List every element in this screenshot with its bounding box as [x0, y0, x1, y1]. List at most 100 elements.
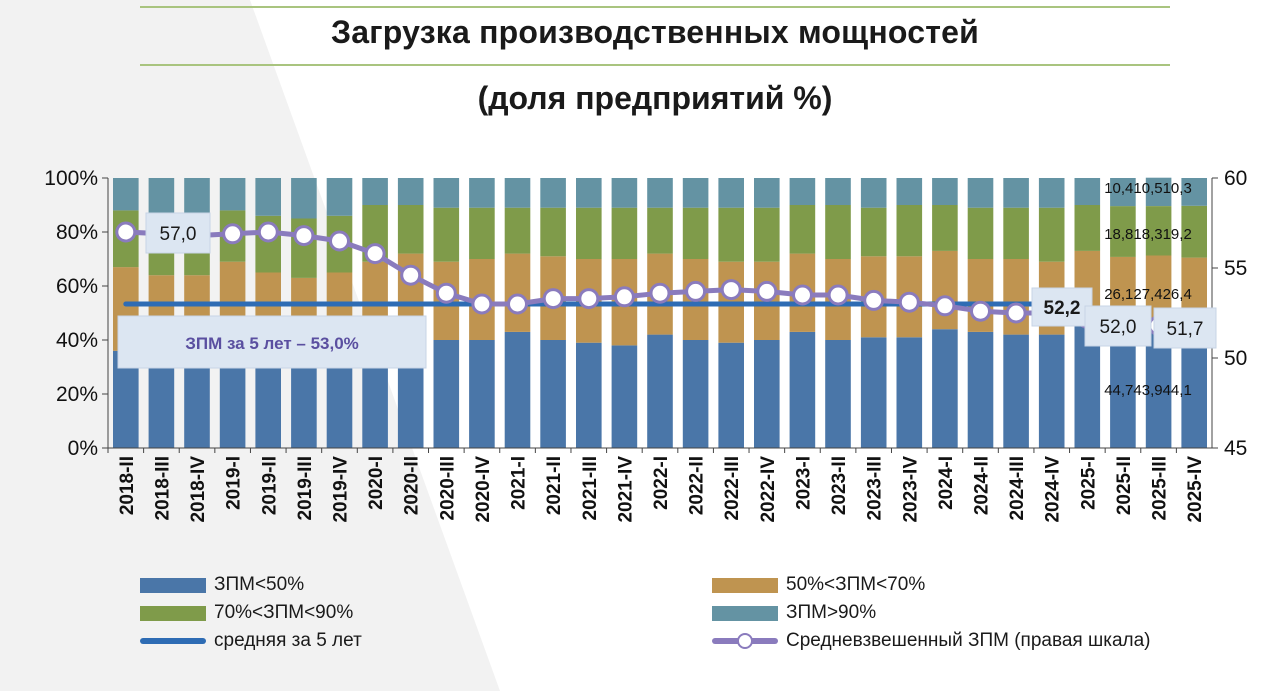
x-tick-label: 2018-II — [117, 456, 138, 515]
y-left-tick-label: 80% — [56, 221, 98, 244]
bar-segment — [576, 178, 602, 208]
value-label-row: 18,818,319,2 — [1104, 226, 1192, 243]
title-area: Загрузка производственных мощностей (дол… — [140, 0, 1170, 140]
bar-segment — [469, 340, 495, 448]
x-tick-label: 2021-IV — [615, 456, 636, 523]
bar-segment — [718, 178, 744, 208]
weighted-point — [970, 300, 991, 322]
bar-segment — [932, 205, 958, 251]
bar-segment — [932, 178, 958, 205]
bar-segment — [896, 178, 923, 205]
x-tick-label: 2021-I — [509, 456, 530, 510]
bar-segment — [219, 178, 246, 211]
y-left-tick-label: 60% — [56, 275, 98, 298]
x-tick-label: 2020-II — [402, 456, 423, 515]
x-tick-label: 2019-IV — [330, 456, 351, 523]
bar-segment — [754, 340, 780, 448]
bar-segment — [1038, 207, 1065, 262]
y-left-tick-label: 20% — [56, 383, 98, 406]
x-tick-label: 2022-III — [722, 456, 743, 520]
weighted-point — [863, 289, 885, 311]
bar-segment — [932, 329, 958, 448]
bar-segment — [1074, 205, 1101, 251]
weighted-point — [649, 282, 671, 304]
bar-segment — [932, 250, 958, 330]
bar-segment — [255, 178, 281, 216]
bar-segment — [1074, 326, 1101, 448]
x-tick-label: 2025-II — [1114, 456, 1135, 515]
bar-segment — [504, 331, 531, 448]
weighted-point — [934, 295, 956, 317]
bar-segment — [397, 205, 424, 254]
bar-segment — [469, 207, 495, 259]
weighted-point — [115, 221, 137, 243]
point-label: 52,0 — [1100, 317, 1137, 338]
point-label-box — [1153, 307, 1217, 349]
bar-segment — [148, 178, 175, 216]
legend-label-low: ЗПМ<50% — [214, 574, 305, 595]
bar-segment — [825, 178, 851, 205]
bar-segment — [1038, 178, 1065, 208]
value-label-row: 10,410,510,3 — [1104, 180, 1192, 197]
legend-label-weighted: Средневзвешенный ЗПМ (правая шкала) — [786, 630, 1151, 651]
x-tick-label: 2024-III — [1007, 456, 1028, 520]
point-label: 51,7 — [1167, 319, 1204, 340]
y-left-tick-label: 40% — [56, 329, 98, 352]
x-tick-label: 2023-II — [829, 456, 850, 515]
bar-segment — [291, 356, 317, 448]
y-right-tick-label: 60 — [1224, 167, 1247, 190]
bar-segment — [967, 178, 994, 208]
bar-segment — [860, 178, 887, 208]
x-tick-label: 2024-II — [972, 456, 993, 515]
bar-segment — [540, 178, 566, 208]
x-tick-label: 2024-I — [936, 456, 957, 510]
bar-segment — [1110, 327, 1136, 448]
weighted-point — [720, 279, 742, 301]
point-label: 57,0 — [160, 224, 197, 245]
bar-segment — [326, 353, 353, 448]
bar-segment — [1003, 334, 1029, 448]
bar-segment — [967, 207, 994, 259]
chart-title: Загрузка производственных мощностей — [331, 14, 979, 50]
bar-segment — [1038, 334, 1065, 448]
bar-segment — [469, 178, 495, 208]
bar-segment — [540, 207, 566, 257]
legend-item-full: ЗПМ>90% — [712, 602, 876, 624]
weighted-point — [257, 221, 279, 243]
average-annotation-label: ЗПМ за 5 лет – 53,0% — [185, 334, 359, 353]
weighted-point — [364, 243, 386, 265]
legend-line-average — [140, 638, 206, 644]
legend-item-average: средняя за 5 лет — [140, 630, 362, 652]
bar-segment — [967, 331, 994, 448]
bar-segment — [1003, 178, 1029, 208]
bar-segment — [682, 207, 709, 259]
average-annotation-box — [117, 315, 427, 369]
bar-segment — [362, 178, 388, 205]
bar-segment — [433, 207, 460, 262]
x-tick-label: 2019-II — [259, 456, 280, 515]
bar-segment — [113, 178, 139, 211]
value-label-row: 26,127,426,4 — [1104, 286, 1192, 303]
bar-segment — [1145, 329, 1172, 448]
y-left-tick-label: 100% — [44, 167, 98, 190]
bar-segment — [504, 207, 531, 254]
bar-segment — [611, 178, 638, 208]
bar-segment — [326, 178, 353, 216]
weighted-point — [542, 288, 564, 310]
legend-label-average: средняя за 5 лет — [214, 630, 362, 651]
x-tick-label: 2025-IV — [1185, 456, 1206, 523]
y-right-tick-label: 55 — [1224, 257, 1247, 280]
x-tick-label: 2018-III — [152, 456, 173, 520]
bar-segment — [504, 253, 531, 332]
bar-segment — [611, 207, 638, 259]
bar-segment — [789, 178, 816, 205]
legend-swatch-full — [712, 605, 778, 621]
bar-segment — [647, 207, 673, 254]
legend-item-low: ЗПМ<50% — [140, 574, 304, 596]
bar-segment — [1145, 177, 1172, 206]
weighted-point — [898, 291, 920, 313]
bar-segment — [896, 337, 923, 448]
bar-segment — [611, 345, 638, 448]
weighted-point — [293, 225, 315, 247]
